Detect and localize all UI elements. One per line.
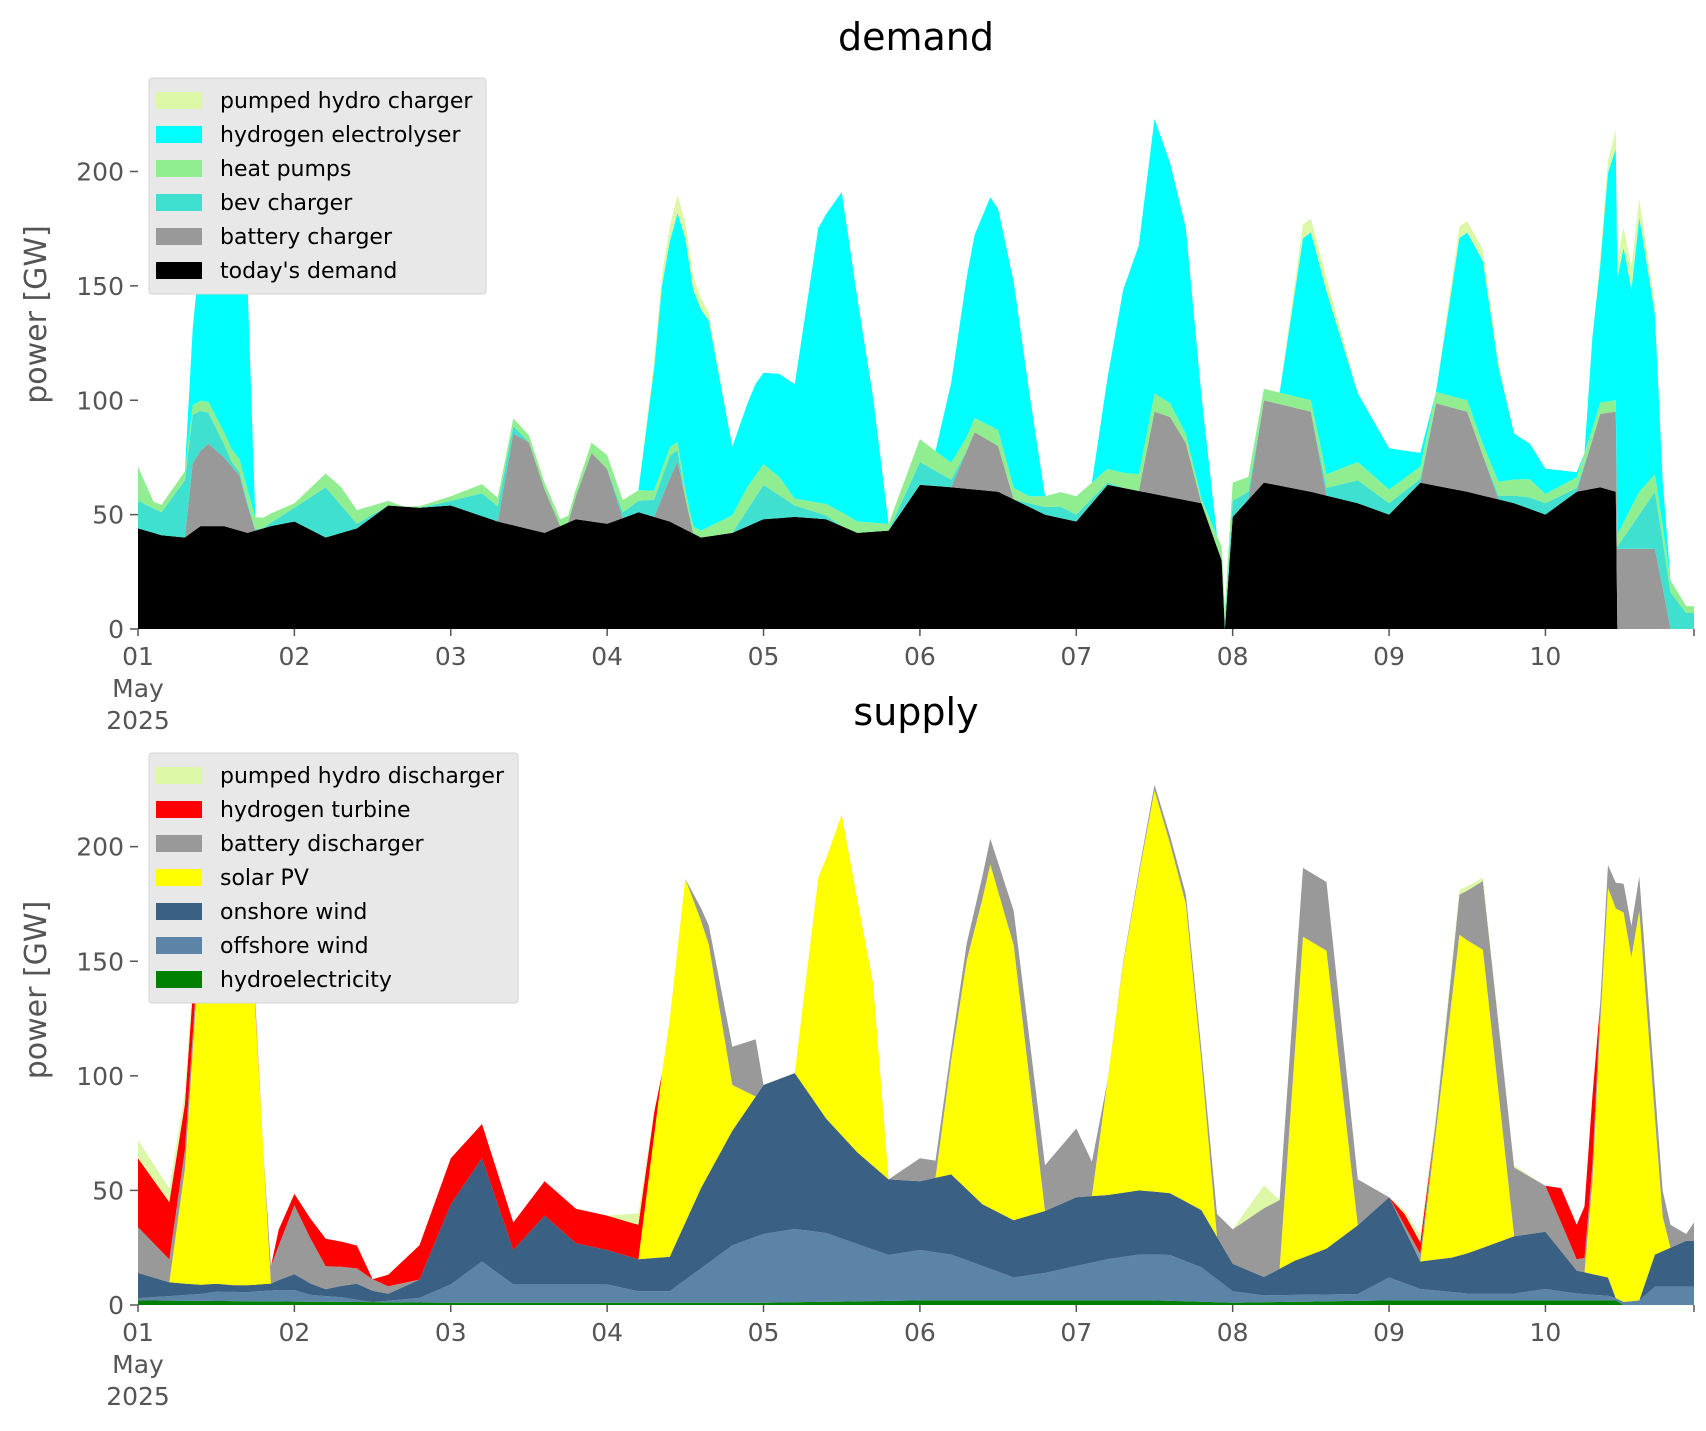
x-date-label: 2025 — [106, 1382, 170, 1411]
x-tick-label: 05 — [748, 1318, 780, 1347]
legend-swatch — [156, 801, 202, 818]
x-tick-label: 05 — [748, 642, 780, 671]
legend-label: battery charger — [220, 225, 393, 250]
legend-label: today's demand — [220, 259, 397, 284]
x-tick-label: 08 — [1217, 642, 1249, 671]
legend-swatch — [156, 767, 202, 784]
y-tick-label: 150 — [76, 272, 124, 301]
x-tick-label: 10 — [1530, 1318, 1562, 1347]
legend-label: offshore wind — [220, 934, 369, 959]
y-tick-label: 0 — [108, 615, 124, 644]
y-tick-label: 150 — [76, 947, 124, 976]
series-area-battery-charger — [138, 400, 1694, 629]
x-tick-label: 07 — [1060, 642, 1092, 671]
legend-swatch — [156, 228, 202, 245]
chart-title: supply — [853, 690, 978, 734]
legend-swatch — [156, 971, 202, 988]
y-axis-label: power [GW] — [19, 225, 54, 404]
legend-swatch — [156, 160, 202, 177]
chart-panel-supply: supply power [GW] 0 50 100 150 200 01 02 03 04 05 06… — [19, 690, 1695, 1411]
legend-swatch — [156, 937, 202, 954]
series-area-battery-discharger — [138, 784, 1694, 1294]
x-tick-label: 06 — [904, 1318, 936, 1347]
legend-label: pumped hydro charger — [220, 89, 473, 114]
series-area-offshore-wind — [138, 1228, 1694, 1305]
y-tick-label: 100 — [76, 386, 124, 415]
x-tick-label: 04 — [591, 642, 623, 671]
x-tick-label: 02 — [278, 1318, 310, 1347]
y-tick-label: 200 — [76, 833, 124, 862]
x-tick-label: 03 — [435, 642, 467, 671]
legend-label: battery discharger — [220, 832, 425, 857]
legend-label: heat pumps — [220, 157, 351, 182]
series-area-hydroelectricity — [138, 1300, 1694, 1305]
x-tick-label: 02 — [278, 642, 310, 671]
legend-swatch — [156, 835, 202, 852]
legend-swatch — [156, 92, 202, 109]
x-tick-label: 08 — [1217, 1318, 1249, 1347]
legend-label: onshore wind — [220, 900, 367, 925]
x-date-label: May — [112, 674, 164, 703]
x-tick-label: 04 — [591, 1318, 623, 1347]
legend-label: hydrogen electrolyser — [220, 123, 461, 148]
y-axis-label: power [GW] — [19, 901, 54, 1080]
x-tick-label: 09 — [1373, 1318, 1405, 1347]
legend-swatch — [156, 194, 202, 211]
y-tick-label: 200 — [76, 158, 124, 187]
y-tick-label: 0 — [108, 1291, 124, 1320]
series-area-onshore-wind — [138, 1073, 1694, 1303]
series-area-hydrogen-electrolyser — [138, 118, 1694, 610]
legend-label: hydrogen turbine — [220, 798, 411, 823]
series-area-today-s-demand — [138, 482, 1694, 629]
legend-label: pumped hydro discharger — [220, 764, 505, 789]
y-tick-label: 50 — [92, 1176, 124, 1205]
legend-swatch — [156, 126, 202, 143]
x-tick-label: 10 — [1530, 642, 1562, 671]
legend-label: solar PV — [220, 866, 309, 891]
x-tick-label: 01 — [122, 642, 154, 671]
x-date-label: 2025 — [106, 706, 170, 735]
chart-title: demand — [838, 15, 994, 59]
series-area-solar-pv — [138, 790, 1694, 1302]
chart-panel-demand: demand power [GW] 0 50 100 150 200 01 02 03 04 05 06… — [19, 15, 1695, 735]
legend-swatch — [156, 262, 202, 279]
x-tick-label: 06 — [904, 642, 936, 671]
legend — [148, 752, 519, 1004]
x-tick-label: 07 — [1060, 1318, 1092, 1347]
x-tick-label: 01 — [122, 1318, 154, 1347]
x-date-label: May — [112, 1350, 164, 1379]
legend-label: bev charger — [220, 191, 353, 216]
legend-label: hydroelectricity — [220, 968, 392, 993]
y-tick-label: 100 — [76, 1062, 124, 1091]
x-tick-label: 09 — [1373, 642, 1405, 671]
x-tick-label: 03 — [435, 1318, 467, 1347]
legend — [148, 77, 487, 295]
legend-swatch — [156, 869, 202, 886]
legend-swatch — [156, 903, 202, 920]
y-tick-label: 50 — [92, 501, 124, 530]
